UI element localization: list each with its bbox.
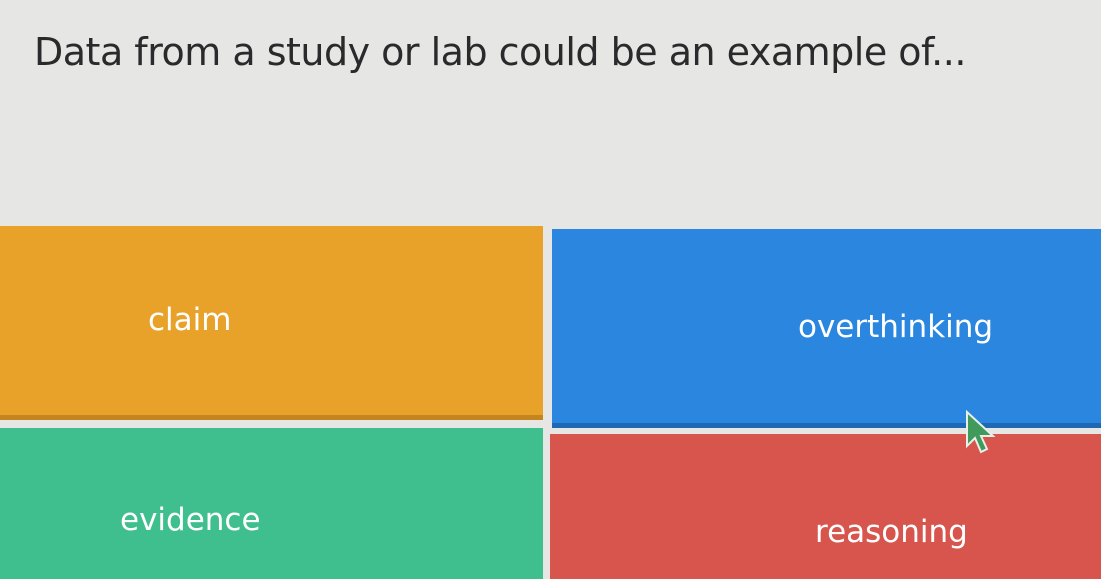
answer-option-reasoning[interactable]: reasoning xyxy=(550,434,1101,579)
answer-option-evidence[interactable]: evidence xyxy=(0,428,543,579)
question-text: Data from a study or lab could be an exa… xyxy=(34,30,966,74)
answer-label: claim xyxy=(148,302,232,338)
answer-label: reasoning xyxy=(815,514,968,550)
answer-option-overthinking[interactable]: overthinking xyxy=(552,229,1101,428)
answer-option-claim[interactable]: claim xyxy=(0,226,543,420)
answer-label: evidence xyxy=(120,502,261,538)
answer-label: overthinking xyxy=(798,309,994,345)
mouse-cursor-icon xyxy=(966,410,996,454)
